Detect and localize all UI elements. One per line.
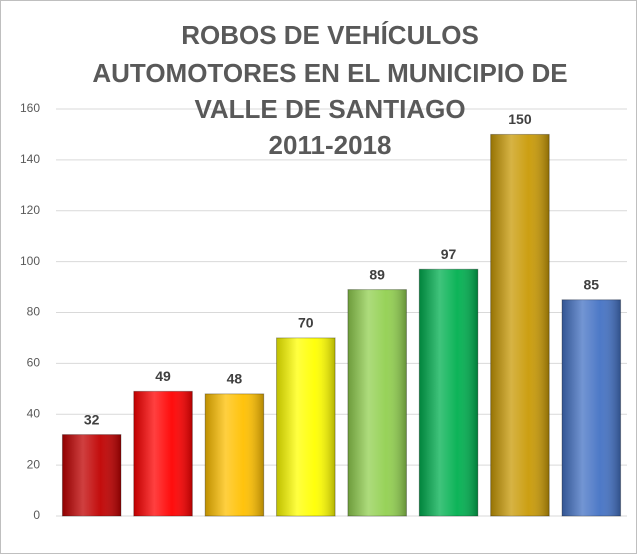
value-label: 48 — [227, 371, 243, 387]
bar-shine — [62, 434, 121, 516]
bar-shine — [419, 269, 478, 516]
value-label: 70 — [298, 315, 314, 331]
bar-shine — [276, 337, 336, 516]
y-tick-label: 100 — [20, 254, 40, 268]
value-label: 89 — [369, 266, 385, 282]
y-tick-label: 0 — [33, 508, 40, 522]
value-label: 150 — [508, 111, 532, 127]
y-tick-label: 40 — [27, 406, 41, 420]
bar-shine — [205, 393, 264, 516]
value-label: 49 — [155, 368, 171, 384]
chart-title: ROBOS DE VEHÍCULOS — [181, 20, 479, 50]
y-tick-label: 160 — [20, 101, 40, 115]
y-tick-label: 80 — [27, 305, 41, 319]
value-label: 85 — [584, 276, 600, 292]
bar-shine — [133, 391, 193, 516]
bar-shine — [490, 134, 550, 516]
y-tick-label: 60 — [27, 356, 41, 370]
value-label: 32 — [84, 411, 100, 427]
y-tick-label: 20 — [27, 457, 41, 471]
chart-title: 2011-2018 — [269, 130, 392, 160]
bar-shine — [562, 299, 621, 516]
chart-title: AUTOMOTORES EN EL MUNICIPIO DE — [92, 58, 567, 88]
y-tick-label: 140 — [20, 152, 40, 166]
bar-shine — [347, 289, 407, 516]
value-label: 97 — [441, 246, 457, 262]
chart-title: VALLE DE SANTIAGO — [194, 94, 465, 124]
y-tick-label: 120 — [20, 203, 40, 217]
